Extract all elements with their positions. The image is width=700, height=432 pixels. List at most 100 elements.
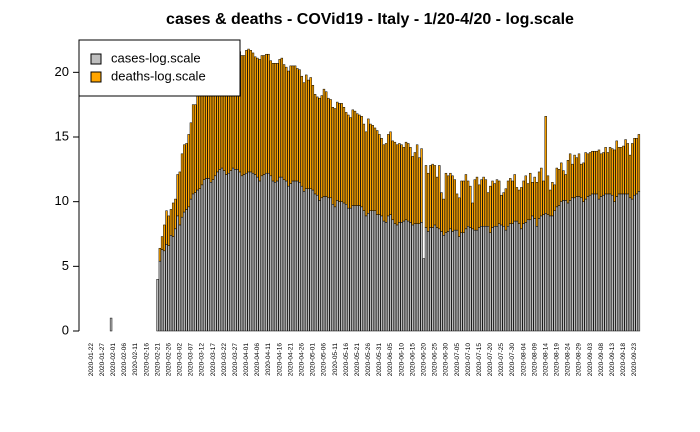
bar-segment xyxy=(336,200,339,332)
bar-segment xyxy=(262,55,266,175)
bar-segment xyxy=(409,147,412,223)
bar-segment xyxy=(238,171,241,332)
bar-segment xyxy=(429,165,432,228)
bar-segment xyxy=(566,160,570,204)
bar-segment xyxy=(316,194,319,332)
bar-segment xyxy=(524,222,527,332)
bar-segment xyxy=(358,205,361,332)
bar-segment xyxy=(540,167,543,217)
x-tick-label: 2020-03-22 xyxy=(221,343,228,377)
x-tick-label: 2020-05-31 xyxy=(376,343,383,377)
bar-segment xyxy=(360,206,363,332)
bar-segment xyxy=(473,229,476,332)
bar-segment xyxy=(360,116,363,208)
bar-segment xyxy=(298,182,301,332)
bar-segment xyxy=(455,229,459,332)
bar-segment xyxy=(302,82,306,192)
x-tick-label: 2020-05-26 xyxy=(365,343,372,377)
bar-segment xyxy=(471,202,474,230)
bar-segment xyxy=(247,171,250,332)
bar-segment xyxy=(522,180,525,224)
bar-segment xyxy=(305,74,308,189)
bar-segment xyxy=(331,107,335,205)
bar-segment xyxy=(322,88,326,197)
bar-segment xyxy=(245,50,248,174)
bar-segment xyxy=(367,213,370,332)
bar-segment xyxy=(489,185,492,233)
bar-segment xyxy=(269,175,272,332)
bar-segment xyxy=(373,127,377,211)
bar-segment xyxy=(575,157,578,197)
bar-segment xyxy=(549,215,552,332)
bar-segment xyxy=(194,104,197,193)
bar-segment xyxy=(520,187,523,230)
bar-segment xyxy=(382,220,386,332)
bar-segment xyxy=(460,232,463,332)
x-tick-label: 2020-02-06 xyxy=(121,343,128,377)
bar-segment xyxy=(529,172,532,221)
bar-segment xyxy=(577,153,581,197)
x-tick-label: 2020-03-12 xyxy=(199,343,206,377)
bar-segment xyxy=(387,134,390,217)
bar-segment xyxy=(391,140,394,221)
bar-segment xyxy=(471,228,474,332)
bar-segment xyxy=(387,215,390,332)
bar-segment xyxy=(595,150,598,195)
bar-segment xyxy=(420,148,423,223)
bar-segment xyxy=(380,215,383,332)
bar-segment xyxy=(398,143,401,223)
bar-segment xyxy=(322,196,326,332)
bar-segment xyxy=(298,69,301,183)
bar-segment xyxy=(178,171,182,226)
bar-segment xyxy=(194,192,197,332)
bar-segment xyxy=(522,223,525,332)
bar-segment xyxy=(384,222,388,332)
bar-segment xyxy=(588,152,592,196)
bar-segment xyxy=(491,180,494,228)
bar-segment xyxy=(444,232,448,332)
bar-segment xyxy=(580,197,583,332)
bar-segment xyxy=(611,148,614,196)
bar-segment xyxy=(509,223,512,332)
bar-segment xyxy=(278,59,281,178)
bar-segment xyxy=(566,202,570,332)
bar-segment xyxy=(451,231,454,332)
x-tick-label: 2020-08-14 xyxy=(542,343,549,377)
bar-segment xyxy=(362,123,366,211)
bar-segment xyxy=(336,101,339,201)
bar-segment xyxy=(602,194,605,332)
x-tick-label: 2020-05-01 xyxy=(310,343,317,377)
bar-segment xyxy=(209,182,213,332)
bar-segment xyxy=(442,198,445,236)
bar-segment xyxy=(446,231,450,332)
bar-segment xyxy=(475,176,479,231)
bar-segment xyxy=(262,174,266,332)
bar-segment xyxy=(407,143,410,222)
bar-segment xyxy=(624,139,627,195)
bar-segment xyxy=(183,144,186,213)
bar-segment xyxy=(291,180,295,332)
x-tick-label: 2020-02-11 xyxy=(132,343,139,376)
bar-segment xyxy=(309,77,312,189)
bar-segment xyxy=(424,227,428,332)
bar-segment xyxy=(171,202,175,237)
x-tick-label: 2020-07-10 xyxy=(465,343,472,377)
bar-segment xyxy=(513,174,516,222)
bar-segment xyxy=(478,227,481,332)
x-tick-label: 2020-05-11 xyxy=(332,343,339,376)
bar-segment xyxy=(296,68,299,182)
bar-segment xyxy=(619,193,623,332)
bar-segment xyxy=(418,157,421,224)
bar-segment xyxy=(267,53,270,174)
x-tick-label: 2020-07-05 xyxy=(454,343,461,377)
bar-segment xyxy=(313,94,317,195)
bar-segment xyxy=(480,179,483,227)
bar-segment xyxy=(413,152,417,224)
x-tick-label: 2020-09-23 xyxy=(631,343,638,377)
bar-segment xyxy=(185,209,188,332)
bar-segment xyxy=(435,227,439,332)
bar-segment xyxy=(626,143,629,195)
bar-segment xyxy=(531,215,534,332)
bar-segment xyxy=(258,59,261,182)
